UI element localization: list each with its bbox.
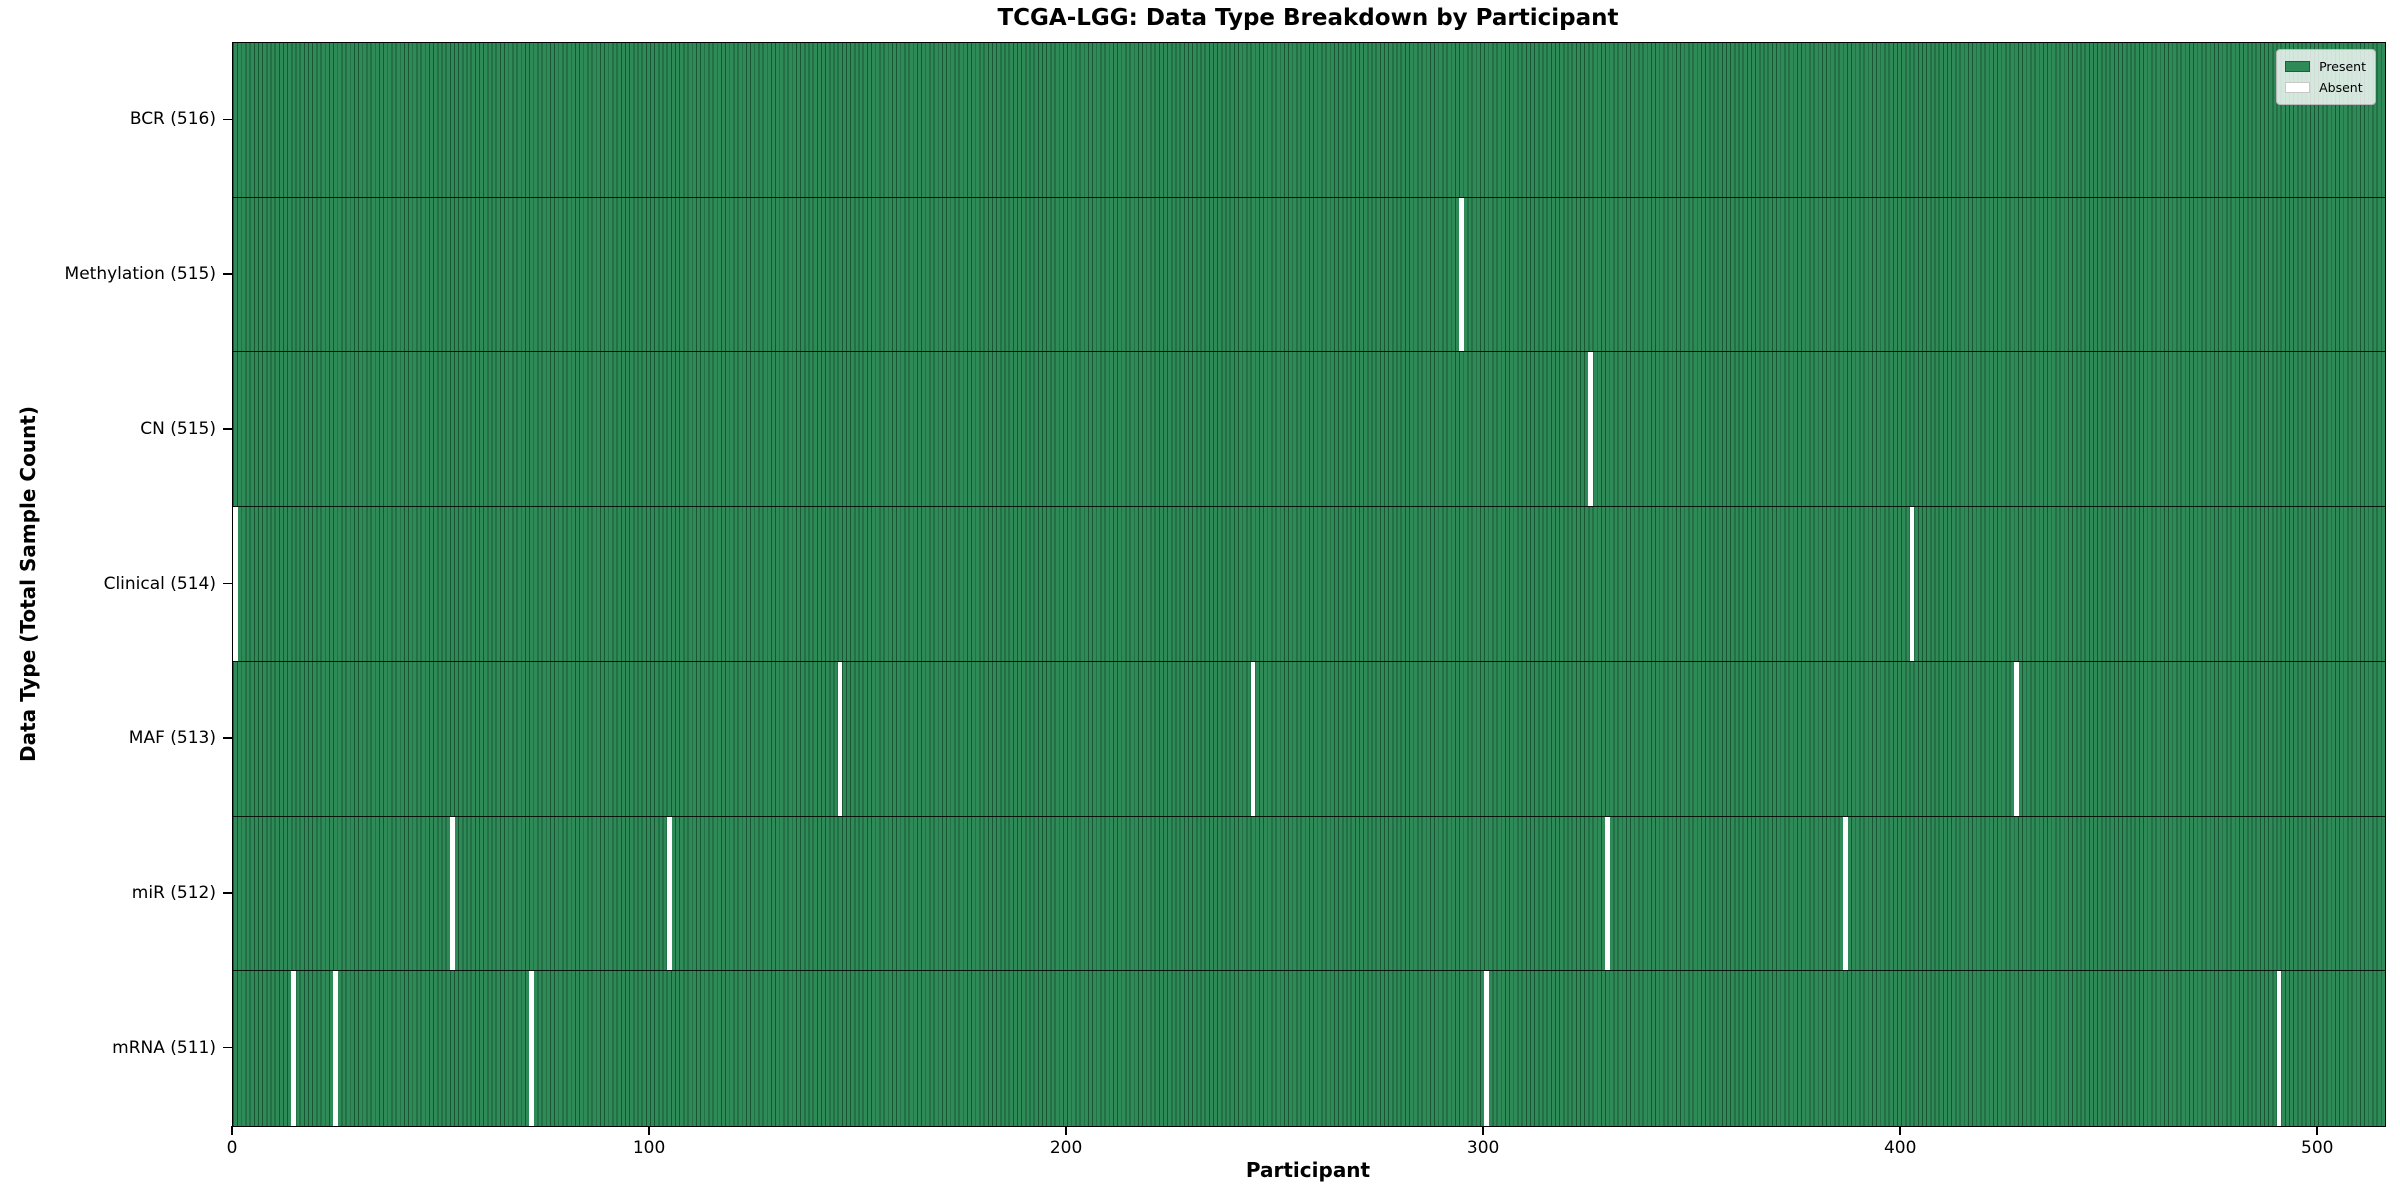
x-tick-label: 0 [226, 1138, 238, 1158]
y-tick-mark [223, 737, 232, 739]
plot-area: Present Absent [232, 42, 2386, 1127]
x-tick-label: 200 [1049, 1138, 1083, 1158]
y-tick-mark [223, 892, 232, 894]
x-tick-label: 400 [1883, 1138, 1917, 1158]
y-tick-label: Clinical (514) [103, 573, 216, 594]
y-tick-mark [223, 582, 232, 585]
x-tick-label: 100 [632, 1138, 666, 1158]
heatmap-row-cn [233, 352, 2385, 508]
absent-marker [291, 971, 297, 1126]
heatmap-row-mir [233, 816, 2385, 972]
chart-title: TCGA-LGG: Data Type Breakdown by Partici… [997, 5, 1619, 31]
y-tick-label: miR (512) [131, 882, 216, 903]
x-tick-mark [1065, 1126, 1067, 1135]
absent-marker [1909, 507, 1915, 661]
absent-marker [2276, 971, 2282, 1126]
x-tick-mark [2316, 1126, 2319, 1135]
absent-marker [1484, 971, 1489, 1126]
y-tick-label: CN (515) [140, 418, 216, 439]
y-tick-label: mRNA (511) [112, 1037, 216, 1058]
heatmap-row-clinical [233, 507, 2385, 662]
absent-marker [1459, 197, 1464, 352]
absent-marker [529, 971, 534, 1126]
absent-marker [449, 816, 455, 971]
legend-swatch-absent-icon [2285, 82, 2311, 93]
heatmap-row-mrna [233, 971, 2385, 1126]
x-tick-label: 500 [2301, 1138, 2334, 1158]
y-tick-mark [223, 1046, 232, 1049]
y-tick-mark [223, 273, 232, 275]
legend-item-absent: Absent [2285, 77, 2366, 98]
heatmap-row-bcr [233, 43, 2385, 198]
x-tick-label: 300 [1466, 1138, 1500, 1158]
legend-label: Present [2319, 59, 2366, 74]
y-tick-mark [223, 118, 232, 121]
x-tick-mark [231, 1126, 233, 1135]
x-tick-mark [1899, 1126, 1901, 1135]
legend-item-present: Present [2285, 56, 2366, 77]
legend-label: Absent [2319, 80, 2363, 95]
legend: Present Absent [2276, 49, 2376, 105]
y-tick-mark [223, 427, 232, 430]
absent-marker [2013, 661, 2019, 816]
heatmap-row-methylation [233, 197, 2385, 353]
absent-marker [1842, 816, 1848, 971]
absent-marker [1588, 352, 1594, 507]
absent-marker [837, 661, 843, 816]
absent-marker [333, 971, 338, 1126]
x-tick-mark [648, 1126, 650, 1135]
heatmap-row-maf [233, 661, 2385, 817]
legend-swatch-present-icon [2285, 61, 2311, 72]
absent-marker [1605, 816, 1610, 971]
x-tick-mark [1482, 1126, 1484, 1135]
absent-marker [666, 816, 672, 971]
y-tick-label: Methylation (515) [64, 264, 216, 285]
y-tick-label: MAF (513) [128, 728, 216, 749]
x-axis-label: Participant [1245, 1158, 1371, 1182]
y-tick-label: BCR (516) [129, 109, 216, 130]
absent-marker [233, 507, 238, 661]
absent-marker [1250, 661, 1256, 816]
